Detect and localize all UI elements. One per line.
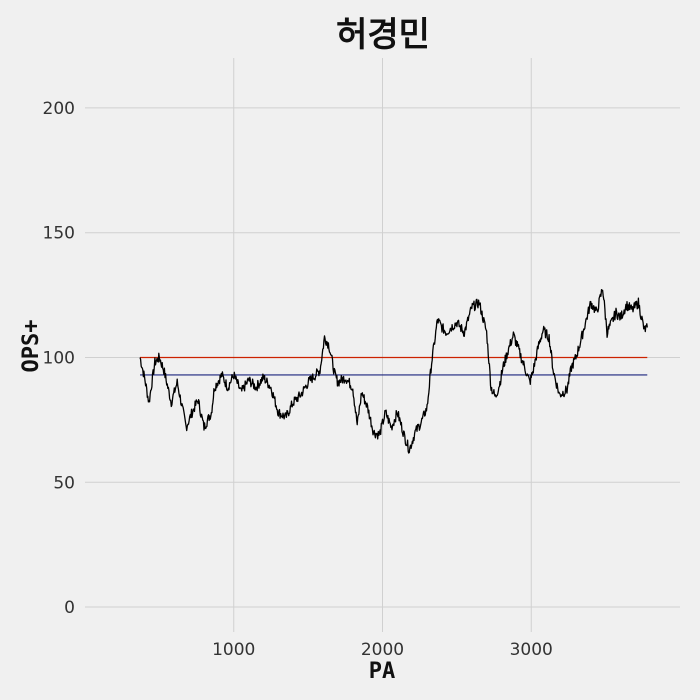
x-axis-label: PA	[369, 659, 396, 684]
series-lines	[139, 289, 648, 454]
y-tick-label: 0	[64, 598, 75, 618]
y-tick-label: 50	[53, 473, 75, 493]
y-tick-label: 150	[43, 224, 75, 244]
x-tick-labels: 1000 2000 3000	[212, 640, 553, 660]
y-tick-label: 100	[43, 348, 75, 368]
x-tick-label: 2000	[361, 640, 404, 660]
y-tick-label: 200	[43, 99, 75, 119]
reference-lines	[140, 356, 648, 376]
x-tick-label: 3000	[510, 640, 553, 660]
x-tick-label: 1000	[212, 640, 255, 660]
ops-plus-line	[139, 289, 648, 454]
y-axis-label: OPS+	[19, 320, 44, 373]
chart-title: 허경민	[336, 15, 430, 55]
y-tick-labels: 0 50 100 150 200	[43, 99, 75, 618]
